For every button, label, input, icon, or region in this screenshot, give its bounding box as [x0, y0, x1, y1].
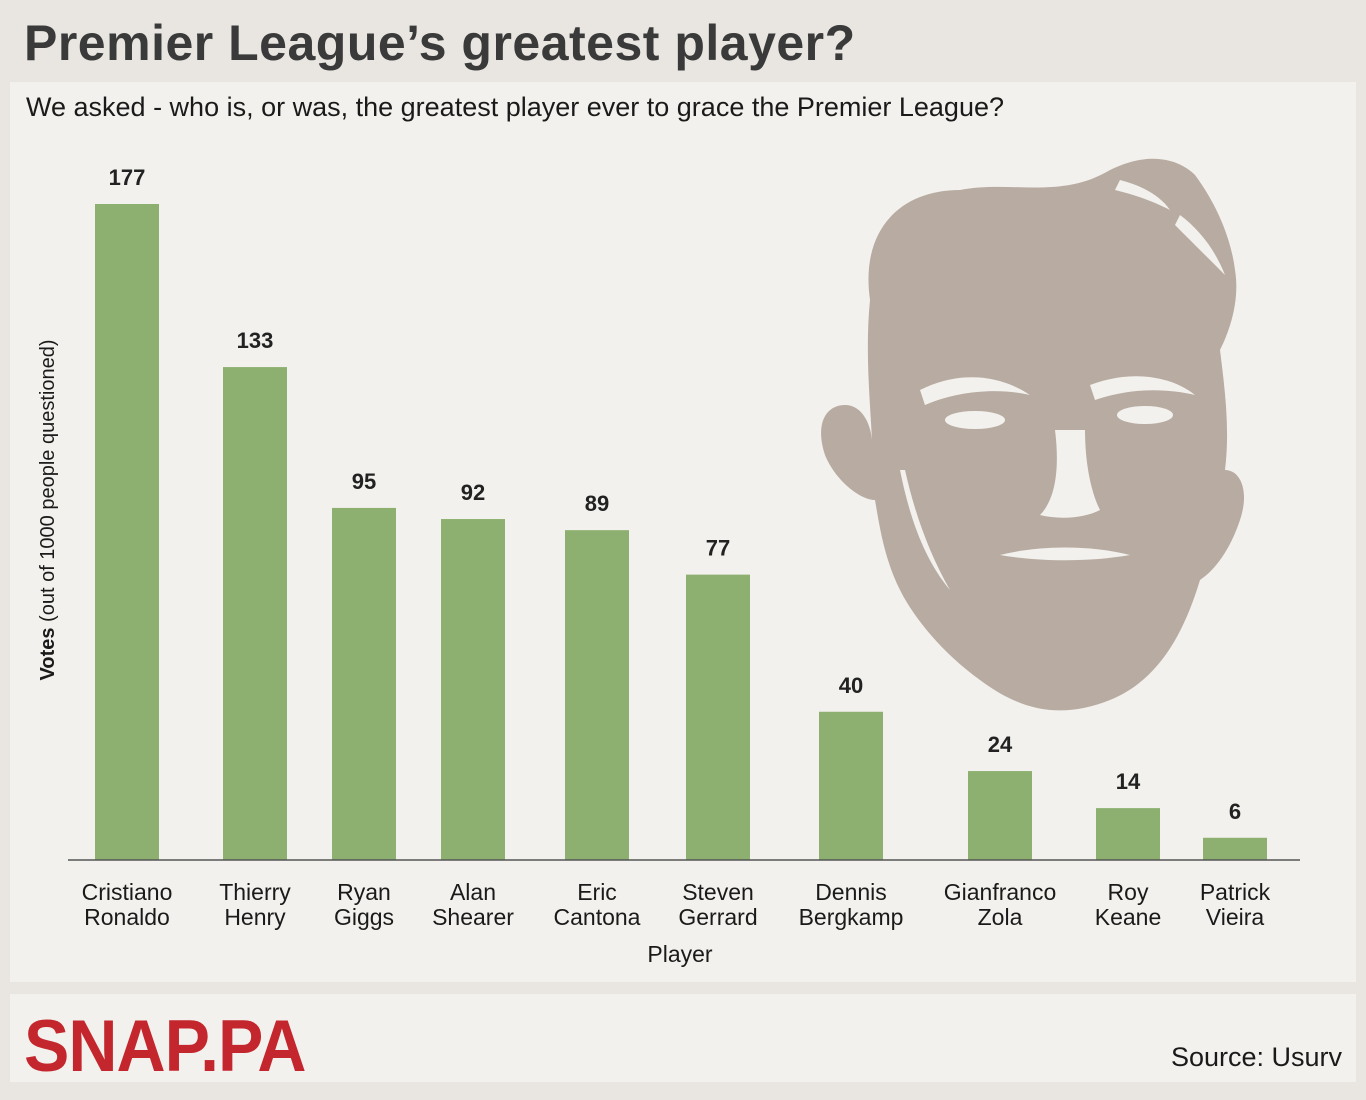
- category-label-line: Shearer: [432, 904, 514, 930]
- player-portrait-icon: [821, 158, 1245, 711]
- category-label-line: Gianfranco: [944, 879, 1057, 905]
- source-note: Source: Usurv: [1170, 1042, 1342, 1072]
- category-label: Ryan Giggs: [334, 879, 394, 930]
- value-label: 177: [109, 165, 146, 190]
- category-label: Gianfranco Zola: [944, 879, 1057, 930]
- category-label: Cristiano Ronaldo: [82, 879, 173, 930]
- category-label-line: Thierry: [219, 879, 291, 905]
- category-label-line: Cantona: [554, 904, 641, 930]
- category-label-line: Henry: [224, 904, 286, 930]
- category-label: Alan Shearer: [432, 879, 514, 930]
- footer: [10, 994, 1356, 1082]
- value-label: 89: [585, 491, 609, 516]
- category-label: Thierry Henry: [219, 879, 291, 930]
- category-label-line: Gerrard: [678, 904, 757, 930]
- chart-title: Premier League’s greatest player?: [24, 15, 856, 71]
- bar-alan-shearer: [441, 519, 505, 860]
- category-label: Roy Keane: [1095, 879, 1162, 930]
- x-axis-label: Player: [647, 941, 713, 967]
- category-label-line: Patrick: [1200, 879, 1271, 905]
- bar-chart: 177 133 95 92 89 77 40 24 14 6 Cristiano Ronaldo Th…: [37, 158, 1300, 967]
- bar-thierry-henry: [223, 367, 287, 860]
- bar-gianfranco-zola: [968, 771, 1032, 860]
- value-label: 92: [461, 480, 485, 505]
- category-label-line: Steven: [682, 879, 754, 905]
- category-label-line: Dennis: [815, 879, 887, 905]
- category-label-line: Vieira: [1206, 904, 1265, 930]
- value-label: 77: [706, 536, 730, 561]
- value-label: 40: [839, 673, 863, 698]
- chart-subtitle: We asked - who is, or was, the greatest …: [26, 92, 1004, 122]
- y-axis-label-main: Votes: [37, 628, 59, 681]
- bar-eric-cantona: [565, 530, 629, 860]
- category-label-line: Eric: [577, 879, 617, 905]
- value-label: 24: [988, 732, 1013, 757]
- brand-logo: SNAP.PA: [24, 1005, 306, 1088]
- category-label: Patrick Vieira: [1200, 879, 1271, 930]
- category-label-line: Ronaldo: [84, 904, 170, 930]
- bar-steven-gerrard: [686, 574, 750, 860]
- category-label-line: Ryan: [337, 879, 391, 905]
- value-label: 14: [1116, 769, 1141, 794]
- category-label-line: Cristiano: [82, 879, 173, 905]
- bar-patrick-vieira: [1203, 837, 1267, 860]
- y-axis-label: Votes (out of 1000 people questioned): [37, 340, 59, 681]
- header: [0, 0, 1366, 80]
- y-axis-label-note: (out of 1000 people questioned): [37, 340, 59, 628]
- bar-ryan-giggs: [332, 507, 396, 860]
- bar-dennis-bergkamp: [819, 711, 883, 860]
- category-label-line: Giggs: [334, 904, 394, 930]
- category-label-line: Zola: [978, 904, 1023, 930]
- category-label-line: Roy: [1108, 879, 1149, 905]
- category-label-line: Alan: [450, 879, 496, 905]
- value-label: 6: [1229, 799, 1241, 824]
- bar-cristiano-ronaldo: [95, 204, 159, 860]
- category-label: Eric Cantona: [554, 879, 641, 930]
- value-label: 95: [352, 469, 376, 494]
- category-label-line: Keane: [1095, 904, 1162, 930]
- category-label-line: Bergkamp: [799, 904, 904, 930]
- bar-roy-keane: [1096, 808, 1160, 860]
- category-label: Steven Gerrard: [678, 879, 757, 930]
- value-label: 133: [237, 328, 274, 353]
- category-label: Dennis Bergkamp: [799, 879, 904, 930]
